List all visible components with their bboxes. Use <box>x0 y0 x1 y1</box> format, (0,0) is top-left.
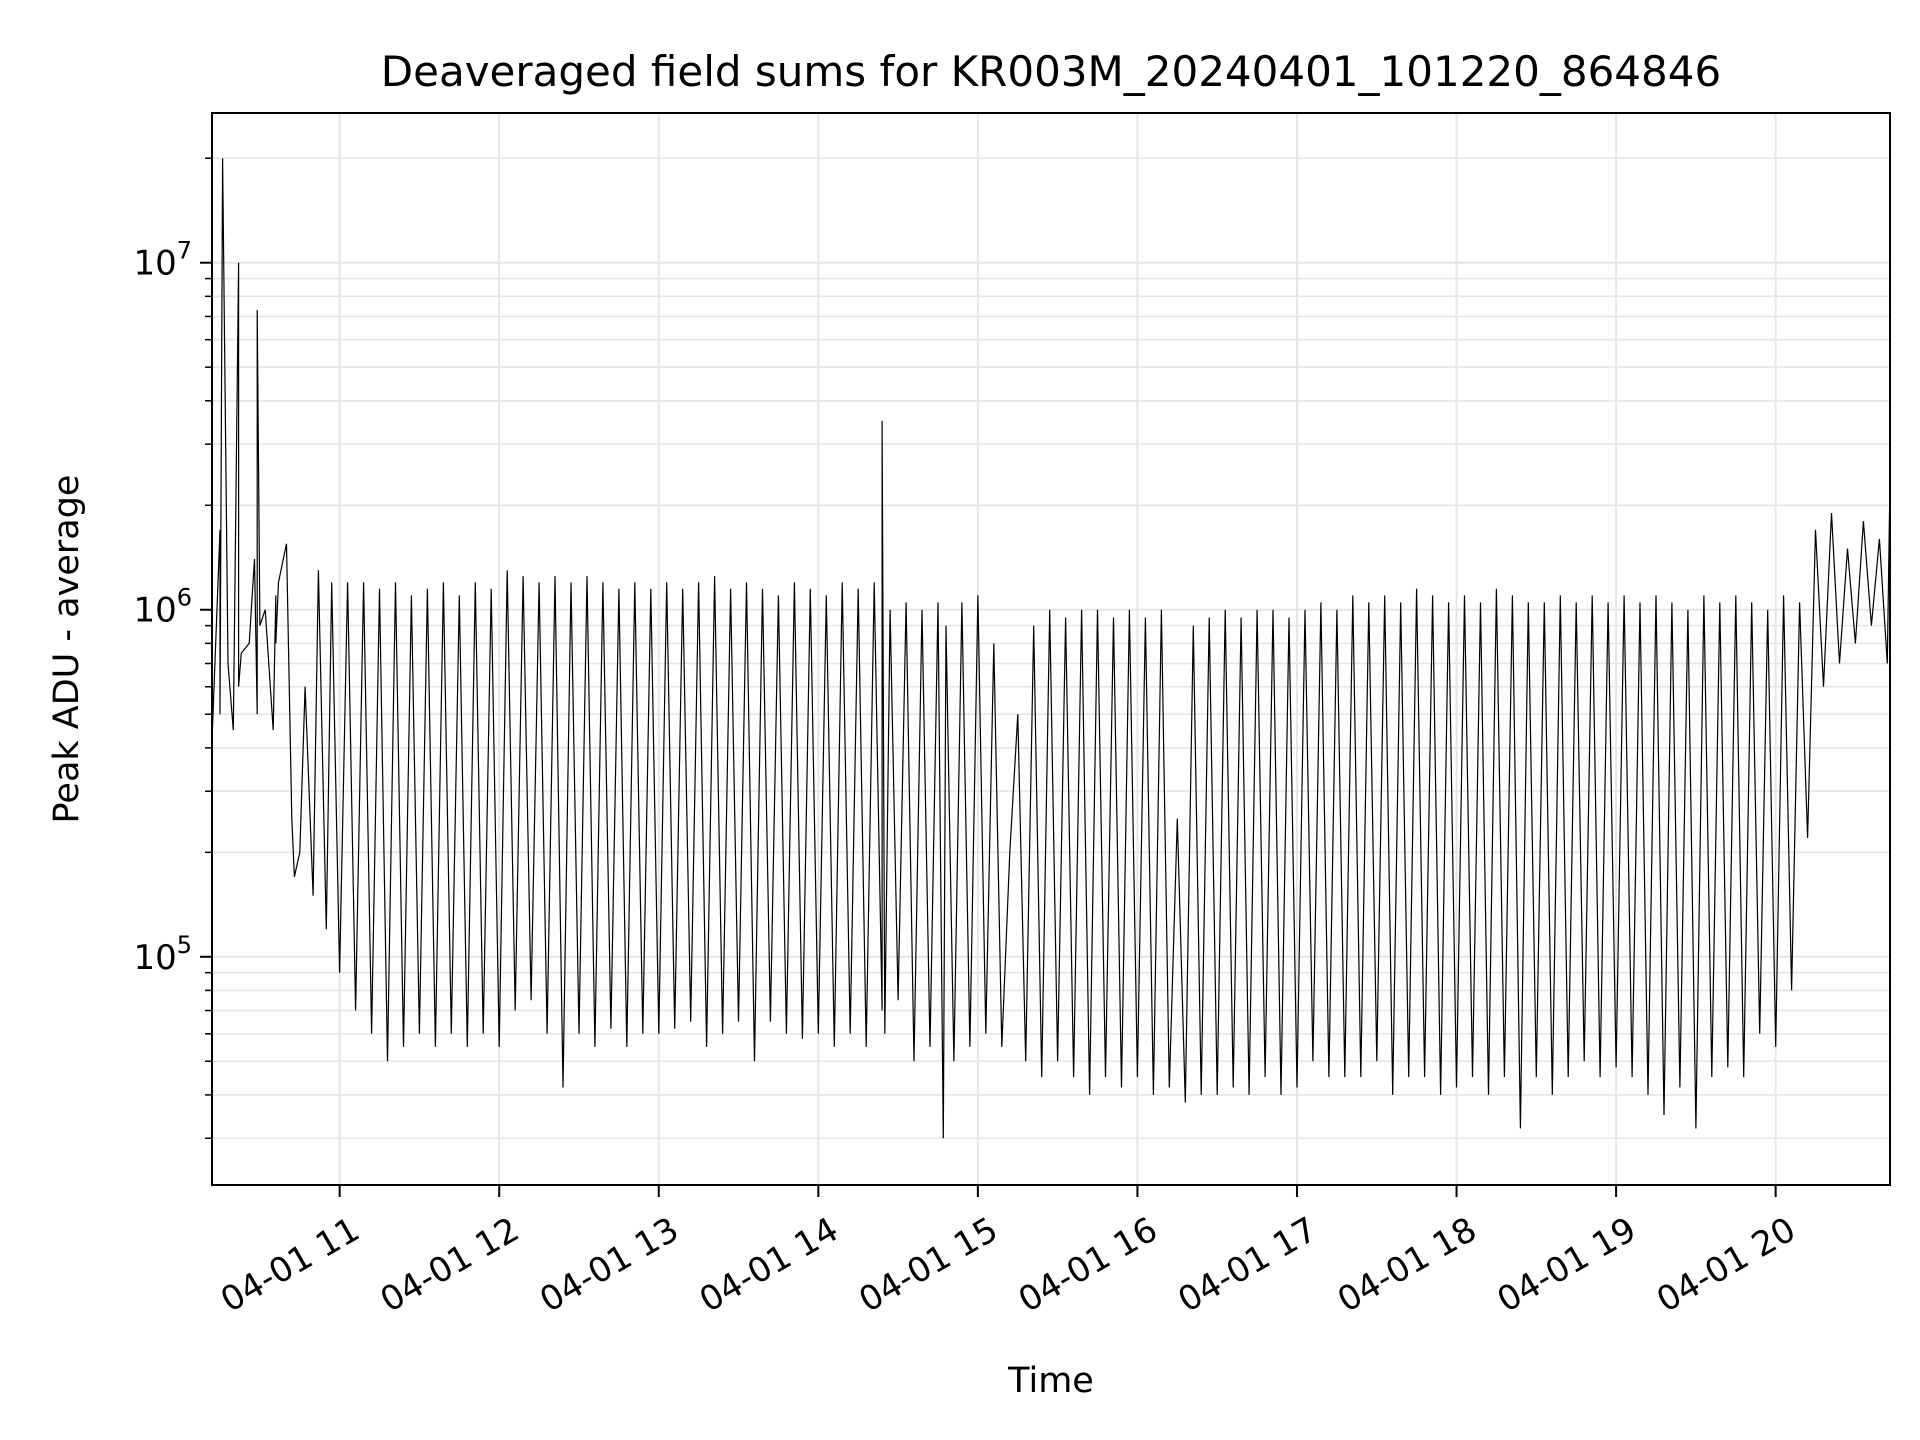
y-tick-label: 107 <box>133 237 192 284</box>
axes-frame <box>211 112 1891 1186</box>
y-tick-label: 105 <box>133 931 192 978</box>
x-axis-title: Time <box>1007 1361 1094 1401</box>
chart-title: Deaveraged field sums for KR003M_2024040… <box>381 47 1721 96</box>
plot-area <box>211 158 1891 1139</box>
y-tick-label: 106 <box>133 584 192 631</box>
y-axis-title: Peak ADU - average <box>47 475 87 824</box>
y-axis: 105 106 107 <box>133 157 212 1140</box>
series-line <box>211 158 1891 1139</box>
